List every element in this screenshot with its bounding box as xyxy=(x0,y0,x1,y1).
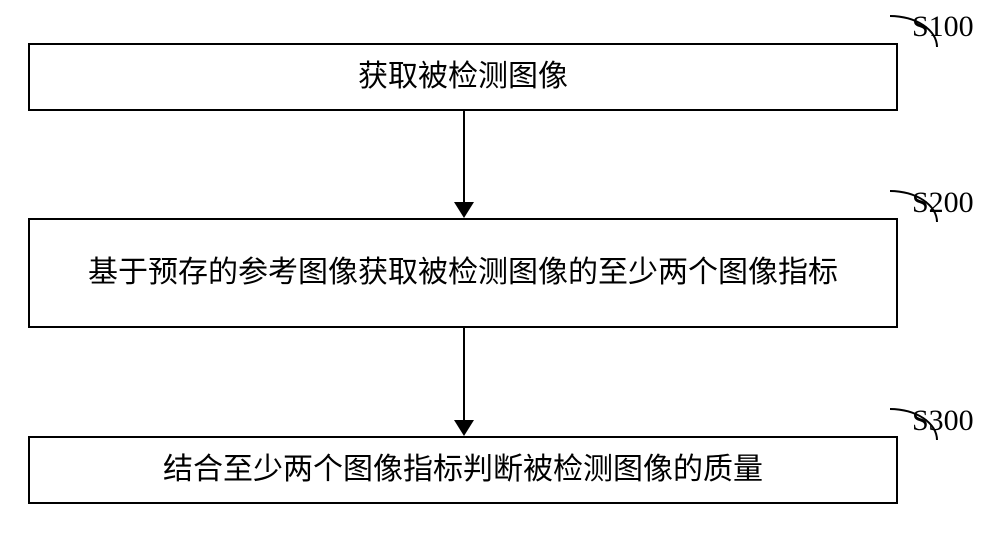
flow-step-text: 结合至少两个图像指标判断被检测图像的质量 xyxy=(163,450,763,491)
flow-step-text: 获取被检测图像 xyxy=(358,57,568,98)
flow-step-s300: 结合至少两个图像指标判断被检测图像的质量 xyxy=(28,436,898,504)
flow-canvas: { "layout": { "canvas": { "width": 1000,… xyxy=(0,0,1000,558)
flow-step-s200: 基于预存的参考图像获取被检测图像的至少两个图像指标 xyxy=(28,218,898,328)
flow-step-text: 基于预存的参考图像获取被检测图像的至少两个图像指标 xyxy=(88,253,838,294)
arrow-head-icon xyxy=(454,202,474,218)
flow-arrow xyxy=(463,111,465,202)
arrow-head-icon xyxy=(454,420,474,436)
flow-step-s100: 获取被检测图像 xyxy=(28,43,898,111)
flow-arrow xyxy=(463,328,465,420)
